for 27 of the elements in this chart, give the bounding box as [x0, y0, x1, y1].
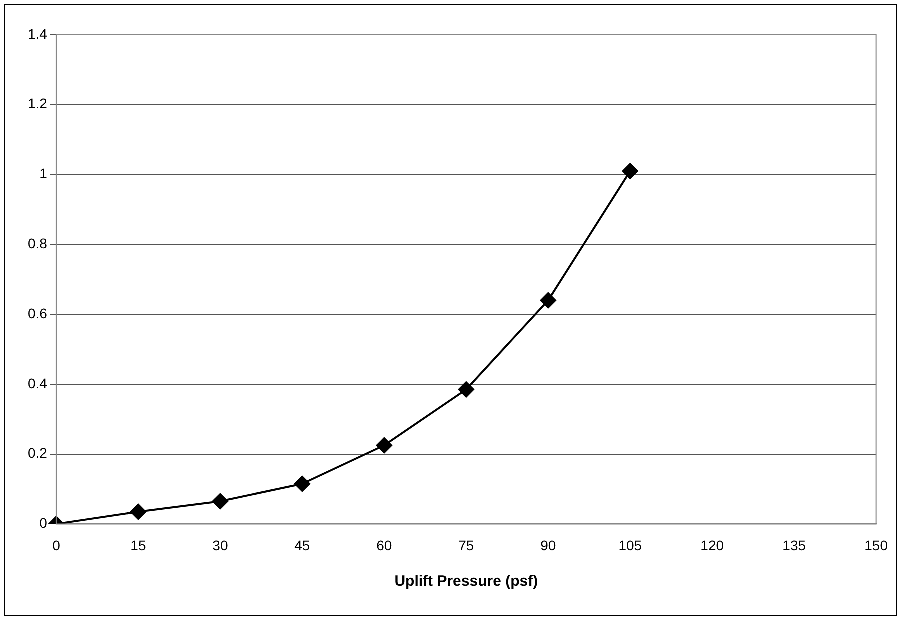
y-tick-label: 0.4	[28, 375, 48, 392]
y-tick-label: 0.2	[28, 445, 48, 462]
y-tick-label: 0.6	[28, 305, 48, 322]
x-tick-label: 60	[376, 537, 392, 554]
x-axis-title: Uplift Pressure (psf)	[394, 573, 538, 590]
x-tick-label: 30	[212, 537, 228, 554]
x-tick-label: 150	[864, 537, 888, 554]
point	[212, 493, 228, 510]
point	[376, 438, 392, 454]
x-tick-label: 120	[700, 537, 724, 554]
x-tick-label: 15	[130, 537, 146, 554]
point	[622, 163, 638, 180]
point	[294, 476, 310, 492]
point	[458, 382, 474, 398]
x-tick-label: 0	[52, 537, 61, 554]
x-tick-label: 90	[540, 537, 556, 554]
y-tick-label: 1	[40, 166, 48, 182]
y-tick-label: 1.2	[28, 96, 48, 112]
y-tick-label: 1.4	[28, 26, 48, 42]
x-tick-label: 105	[618, 537, 642, 554]
y-tick-label: 0.8	[28, 236, 48, 252]
point	[540, 292, 556, 309]
x-tick-label: 45	[294, 537, 310, 554]
x-tick-label: 135	[782, 537, 806, 554]
x-tick-label: 75	[458, 537, 474, 554]
y-tick-label: 0	[40, 515, 48, 532]
point	[130, 504, 146, 520]
